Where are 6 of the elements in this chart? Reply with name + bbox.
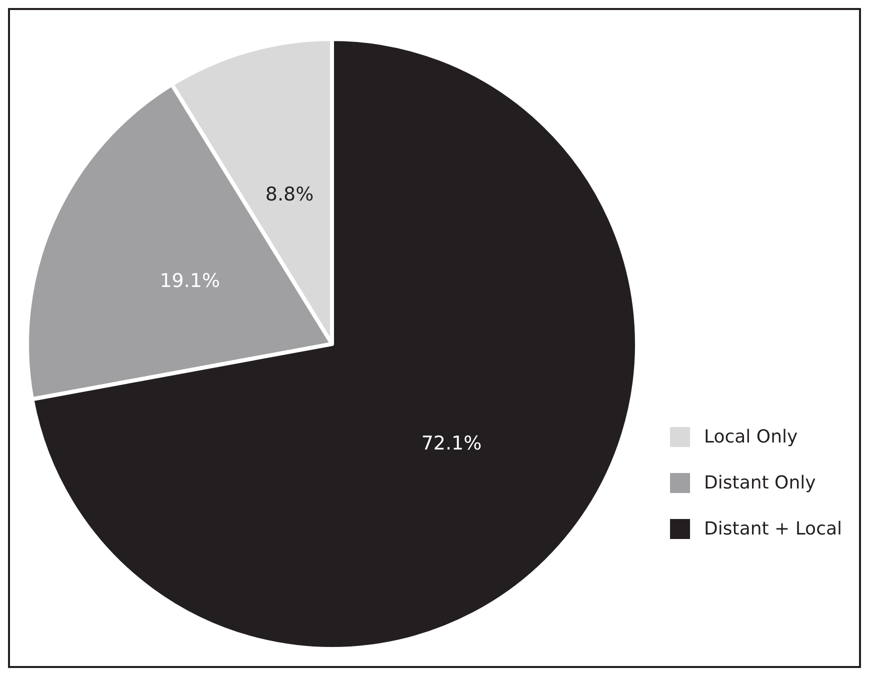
legend-label: Local Only (704, 426, 798, 448)
data-label: 8.8% (265, 183, 314, 206)
data-label: 72.1% (421, 432, 482, 454)
legend-label: Distant + Local (704, 518, 842, 540)
data-label: 19.1% (160, 270, 220, 292)
legend-label: Distant Only (704, 472, 816, 494)
